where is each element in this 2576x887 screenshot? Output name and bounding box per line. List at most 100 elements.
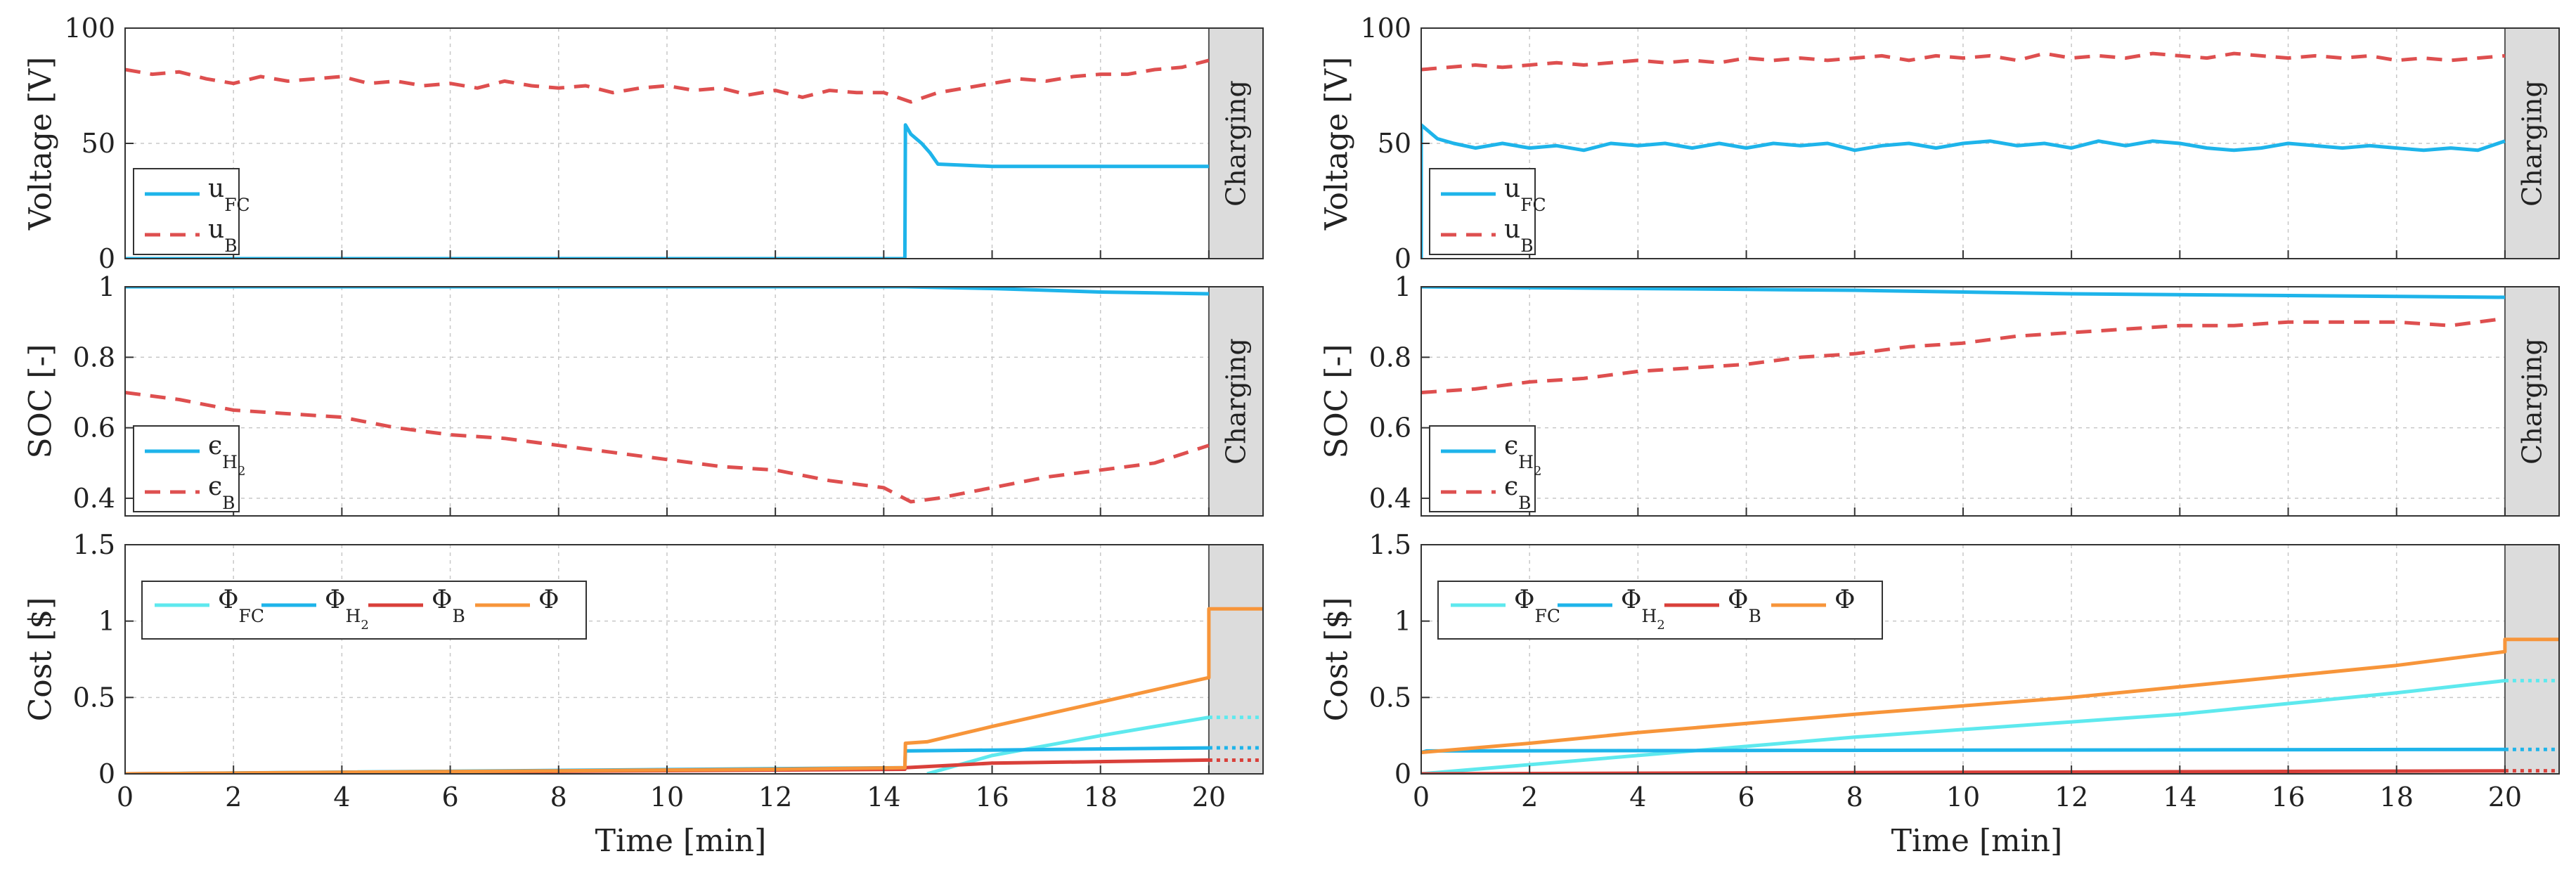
charging-label: Charging bbox=[1220, 80, 1251, 207]
charging-band bbox=[1208, 544, 1264, 775]
charging-label: Charging bbox=[2516, 338, 2547, 465]
y-axis-label: Cost [$] bbox=[23, 597, 59, 722]
y-tick-label: 1 bbox=[1394, 271, 1411, 302]
y-tick-label: 0 bbox=[1394, 243, 1411, 274]
legend-box bbox=[1429, 168, 1536, 255]
legend-box bbox=[1429, 425, 1536, 512]
y-tick-label: 1.5 bbox=[1369, 529, 1411, 560]
y-axis-label: SOC [-] bbox=[1319, 344, 1355, 458]
x-tick-label: 4 bbox=[1629, 782, 1646, 812]
x-tick-label: 4 bbox=[333, 782, 350, 812]
series-line-eps_H2 bbox=[1421, 287, 2505, 299]
charging-band bbox=[2504, 27, 2561, 259]
y-tick-label: 1.5 bbox=[73, 529, 115, 560]
panel-left-2: 0 0.5 1 1.5 0 2 4 6 8 10 12 14 16 18 20 Time [min] Cost … bbox=[23, 529, 1264, 859]
series-line-Phi bbox=[1421, 637, 2559, 755]
y-tick-label: 0.4 bbox=[1369, 483, 1411, 514]
x-tick-label: 8 bbox=[550, 782, 567, 812]
axes-frame bbox=[1420, 286, 2560, 517]
series-line-Phi bbox=[125, 607, 1263, 774]
series-line-u_FC bbox=[125, 123, 1209, 259]
series-line-eps_B bbox=[125, 391, 1210, 504]
y-tick-label: 100 bbox=[64, 13, 115, 44]
y-tick-label: 1 bbox=[98, 606, 115, 637]
y-tick-label: 0.5 bbox=[1369, 682, 1411, 713]
series-group bbox=[125, 287, 1210, 504]
series-group bbox=[1421, 51, 2506, 259]
x-axis-label: Time [min] bbox=[1891, 823, 2063, 859]
legend-label: Φ bbox=[1834, 585, 1856, 614]
y-tick-label: 50 bbox=[1378, 128, 1411, 159]
plot-area bbox=[1421, 545, 2559, 774]
series-line-u_FC bbox=[1421, 123, 2506, 259]
plot-area bbox=[125, 545, 1263, 774]
series-group bbox=[125, 58, 1210, 259]
x-tick-label: 0 bbox=[117, 782, 134, 812]
legend-label: Φ bbox=[538, 585, 559, 614]
x-tick-label: 14 bbox=[867, 782, 900, 812]
y-axis-label: SOC [-] bbox=[23, 344, 59, 458]
y-tick-label: 1 bbox=[1394, 606, 1411, 637]
charging-band bbox=[2504, 286, 2561, 517]
y-axis-label: Cost [$] bbox=[1319, 597, 1355, 722]
axes-frame bbox=[124, 544, 1264, 775]
y-tick-label: 50 bbox=[82, 128, 115, 159]
plot-area bbox=[125, 28, 1263, 259]
y-tick-label: 0.8 bbox=[1369, 342, 1411, 373]
series-group bbox=[1421, 287, 2506, 394]
series-line-u_B bbox=[125, 58, 1210, 104]
y-tick-label: 0.4 bbox=[73, 483, 115, 514]
y-tick-label: 0 bbox=[1394, 758, 1411, 789]
charging-label: Charging bbox=[1220, 338, 1251, 465]
charging-label: Charging bbox=[2516, 80, 2547, 207]
y-tick-label: 0.6 bbox=[1369, 413, 1411, 444]
x-tick-label: 20 bbox=[1192, 782, 1226, 812]
legend-box bbox=[141, 581, 587, 640]
series-line-Phi_FC bbox=[1421, 678, 2506, 774]
y-tick-label: 0 bbox=[98, 243, 115, 274]
legend-box bbox=[133, 425, 240, 512]
y-tick-label: 1 bbox=[98, 271, 115, 302]
legend-box bbox=[133, 168, 240, 255]
panel-right-2: 0 0.5 1 1.5 0 2 4 6 8 10 12 14 16 18 20 Time [min] Cost … bbox=[1319, 529, 2561, 859]
x-tick-label: 12 bbox=[2054, 782, 2088, 812]
x-tick-label: 10 bbox=[650, 782, 684, 812]
x-tick-label: 20 bbox=[2488, 782, 2522, 812]
x-tick-label: 12 bbox=[758, 782, 792, 812]
plot-area bbox=[1421, 287, 2559, 516]
axes-frame bbox=[1420, 544, 2560, 775]
y-tick-label: 0.5 bbox=[73, 682, 115, 713]
x-tick-label: 0 bbox=[1413, 782, 1430, 812]
series-line-u_B bbox=[1421, 51, 2506, 72]
y-axis-label: Voltage [V] bbox=[1319, 57, 1355, 231]
plot-area bbox=[125, 287, 1263, 516]
series-line-eps_H2 bbox=[125, 287, 1209, 296]
y-tick-label: 0.6 bbox=[73, 413, 115, 444]
x-tick-label: 18 bbox=[1084, 782, 1118, 812]
x-tick-label: 6 bbox=[441, 782, 458, 812]
x-tick-label: 10 bbox=[1946, 782, 1980, 812]
series-line-eps_B bbox=[1421, 316, 2506, 394]
y-axis-label: Voltage [V] bbox=[23, 57, 59, 231]
x-axis-label: Time [min] bbox=[595, 823, 767, 859]
y-tick-label: 0 bbox=[98, 758, 115, 789]
y-tick-label: 0.8 bbox=[73, 342, 115, 373]
x-tick-label: 8 bbox=[1846, 782, 1863, 812]
x-tick-label: 14 bbox=[2163, 782, 2196, 812]
x-tick-label: 2 bbox=[1521, 782, 1538, 812]
axes-frame bbox=[124, 286, 1264, 517]
y-tick-label: 100 bbox=[1360, 13, 1411, 44]
